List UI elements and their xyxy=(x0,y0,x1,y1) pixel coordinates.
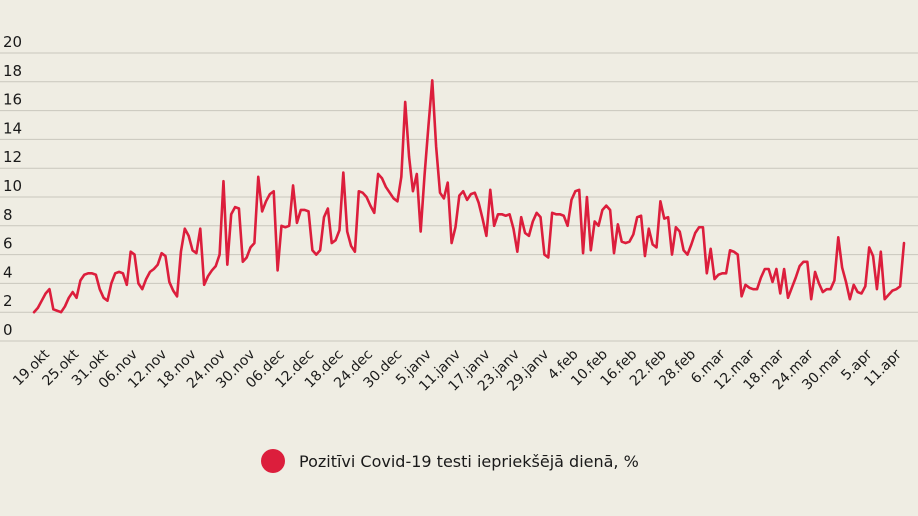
y-tick-label: 0 xyxy=(3,321,13,339)
y-tick-label: 8 xyxy=(3,206,13,224)
x-axis-ticks: 19.okt25.okt31.okt06.nov12.nov18.nov24.n… xyxy=(10,346,905,394)
y-tick-label: 20 xyxy=(3,33,22,51)
legend-label: Pozitīvi Covid-19 testi iepriekšējā dien… xyxy=(299,451,639,471)
legend-marker xyxy=(261,449,285,473)
y-tick-label: 6 xyxy=(3,235,13,253)
y-tick-label: 18 xyxy=(3,62,22,80)
legend: Pozitīvi Covid-19 testi iepriekšējā dien… xyxy=(261,447,639,475)
y-tick-label: 2 xyxy=(3,292,13,310)
y-tick-label: 14 xyxy=(3,119,22,137)
series-line xyxy=(32,79,906,314)
y-tick-label: 16 xyxy=(3,91,22,109)
y-tick-label: 12 xyxy=(3,148,22,166)
y-tick-label: 4 xyxy=(3,263,13,281)
series-layer xyxy=(32,79,906,314)
y-tick-label: 10 xyxy=(3,177,22,195)
y-axis-ticks: 0 2 4 6 8 10 12 14 16 18 20 xyxy=(3,33,22,339)
